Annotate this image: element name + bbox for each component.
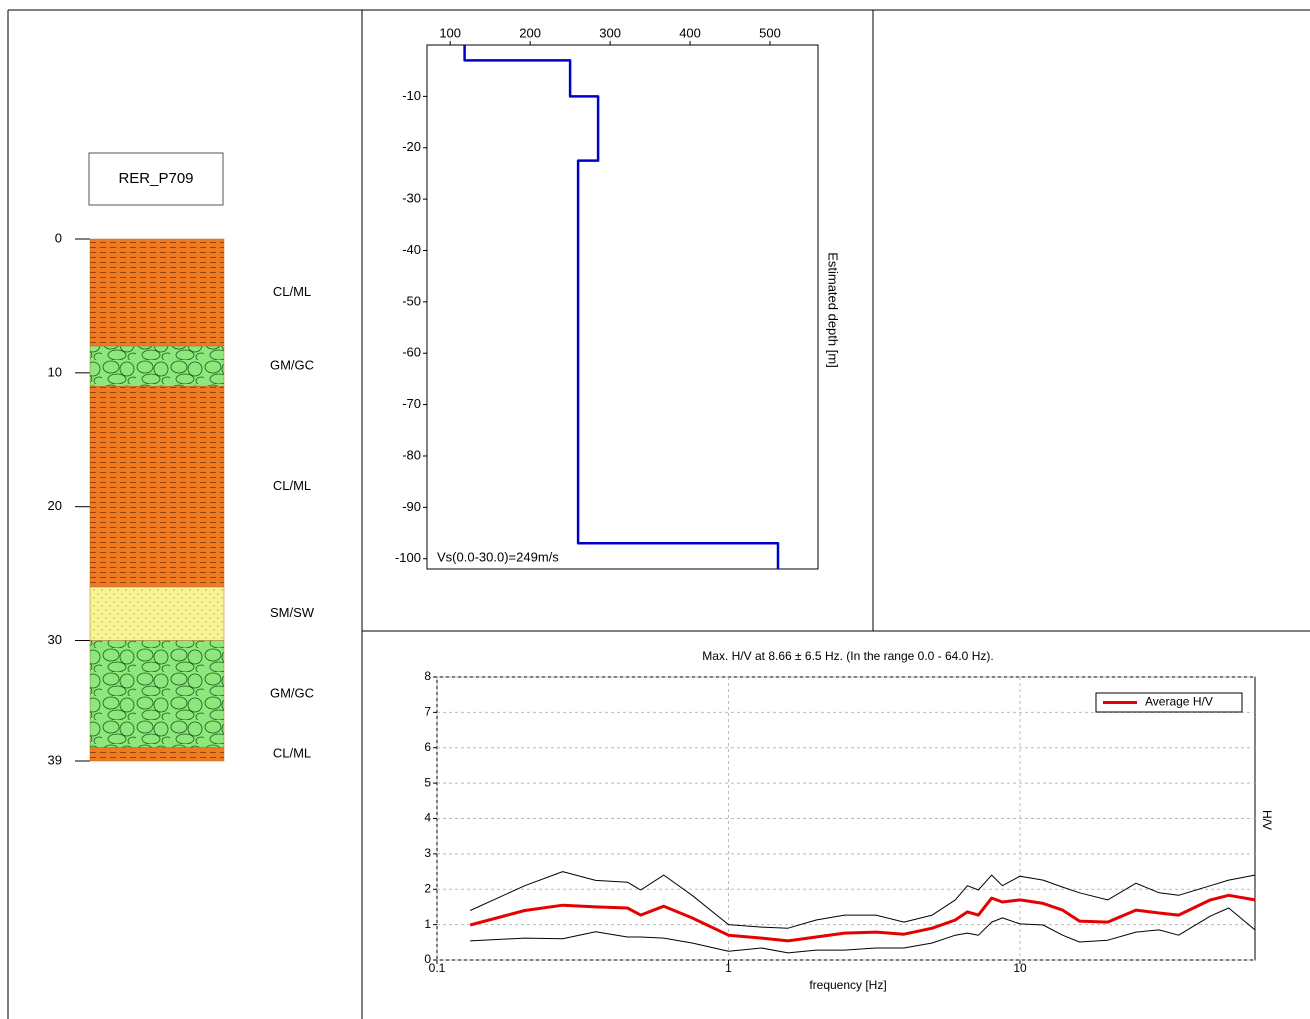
log-title: RER_P709 xyxy=(118,170,193,187)
y-tick-label: 3 xyxy=(424,846,431,860)
layer-label: SM/SW xyxy=(270,605,315,620)
vs-plot-frame xyxy=(427,45,818,569)
depth-tick-label: 20 xyxy=(48,498,62,513)
y-tick-label: -40 xyxy=(402,242,421,257)
vs-y-label: Estimated depth [m] xyxy=(826,252,841,368)
soil-layer-pattern xyxy=(90,641,224,748)
x-tick-label: 400 xyxy=(679,25,701,40)
x-tick-label: 500 xyxy=(759,25,781,40)
y-tick-label: -90 xyxy=(402,499,421,514)
vs-annotation: Vs(0.0-30.0)=249m/s xyxy=(437,549,559,564)
y-tick-label: -60 xyxy=(402,345,421,360)
y-tick-label: 5 xyxy=(424,775,431,789)
page: RER_P709 Vs(0.0-30.0)=249m/s Estimated d… xyxy=(0,0,1310,1019)
layer-label: GM/GC xyxy=(270,686,314,701)
hv-y-label: H/V xyxy=(1260,810,1274,830)
soil-layer-pattern xyxy=(90,587,224,641)
y-tick-label: 0 xyxy=(424,952,431,966)
y-tick-label: 8 xyxy=(424,669,431,683)
depth-tick-label: 0 xyxy=(55,230,62,245)
x-tick-label: 300 xyxy=(599,25,621,40)
x-tick-label: 200 xyxy=(519,25,541,40)
x-tick-label: 0.1 xyxy=(429,961,446,975)
y-tick-label: -100 xyxy=(395,550,421,565)
layer-label: GM/GC xyxy=(270,358,314,373)
hv-x-label: frequency [Hz] xyxy=(809,978,886,992)
x-tick-label: 10 xyxy=(1013,961,1027,975)
series-line xyxy=(465,45,778,569)
figure: RER_P709 Vs(0.0-30.0)=249m/s Estimated d… xyxy=(0,0,1310,1019)
x-tick-label: 1 xyxy=(725,961,732,975)
layer-label: CL/ML xyxy=(273,284,311,299)
x-tick-label: 100 xyxy=(439,25,461,40)
soil-layer-pattern xyxy=(90,239,224,346)
layer-label: CL/ML xyxy=(273,478,311,493)
soil-layer-pattern xyxy=(90,748,224,761)
y-tick-label: 7 xyxy=(424,705,431,719)
y-tick-label: -20 xyxy=(402,139,421,154)
series-line xyxy=(470,872,1255,929)
y-tick-label: 2 xyxy=(424,881,431,895)
legend-label: Average H/V xyxy=(1145,695,1213,709)
depth-tick-label: 30 xyxy=(48,632,62,647)
depth-tick-label: 39 xyxy=(48,752,62,767)
soil-layer-pattern xyxy=(90,346,224,386)
layer-label: CL/ML xyxy=(273,746,311,761)
y-tick-label: -30 xyxy=(402,191,421,206)
y-tick-label: 1 xyxy=(424,917,431,931)
y-tick-label: 4 xyxy=(424,811,431,825)
y-tick-label: -10 xyxy=(402,88,421,103)
series-line xyxy=(470,895,1255,941)
y-tick-label: -70 xyxy=(402,396,421,411)
y-tick-label: -80 xyxy=(402,447,421,462)
depth-tick-label: 10 xyxy=(48,364,62,379)
soil-layer-pattern xyxy=(90,386,224,587)
y-tick-label: 6 xyxy=(424,740,431,754)
y-tick-label: -50 xyxy=(402,293,421,308)
hv-title: Max. H/V at 8.66 ± 6.5 Hz. (In the range… xyxy=(702,649,993,663)
